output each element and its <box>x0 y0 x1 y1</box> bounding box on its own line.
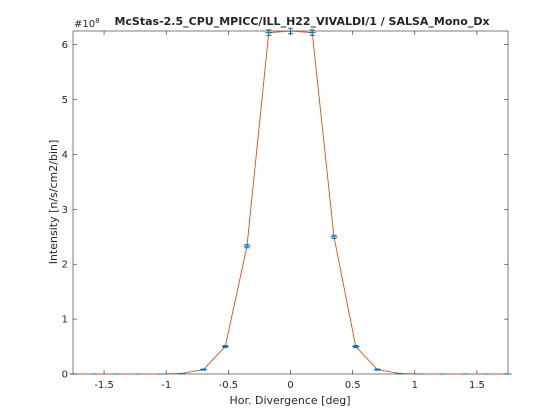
data-point <box>352 344 360 349</box>
x-tick-label: 0.5 <box>345 380 361 391</box>
x-tick-label: 1 <box>412 380 418 391</box>
y-exponent-base: #10 <box>74 19 95 30</box>
data-markers <box>69 27 512 375</box>
data-point <box>308 29 316 36</box>
y-axis-ticks: 0 1 2 3 4 5 6 <box>62 40 508 381</box>
y-axis-label: Intensity [n/s/cm2/bin] <box>47 140 60 265</box>
y-tick-label: 4 <box>62 150 68 161</box>
y-tick-label: 6 <box>62 40 68 51</box>
y-exponent-label: #108 <box>74 17 100 30</box>
axes-box <box>72 30 509 375</box>
data-point <box>330 234 338 239</box>
x-tick-label: 0 <box>287 380 293 391</box>
y-tick-label: 3 <box>62 205 68 216</box>
x-tick-label: -0.5 <box>219 380 239 391</box>
data-point <box>374 368 381 371</box>
y-tick-label: 1 <box>62 315 68 326</box>
y-tick-label: 5 <box>62 95 68 106</box>
chart-title: McStas-2.5_CPU_MPICC/ILL_H22_VIVALDI/1 /… <box>114 15 489 28</box>
y-exponent-power: 8 <box>95 17 99 25</box>
data-point <box>265 29 273 36</box>
x-axis-label: Hor. Divergence [deg] <box>230 394 351 407</box>
y-tick-label: 0 <box>62 370 68 381</box>
x-tick-label: 1.5 <box>469 380 485 391</box>
data-point <box>200 368 207 371</box>
x-tick-label: -1.5 <box>94 380 114 391</box>
data-point <box>221 344 229 349</box>
x-axis-ticks: -1.5 -1 -0.5 0 0.5 1 1.5 <box>94 31 485 391</box>
y-tick-label: 2 <box>62 260 68 271</box>
plot-area <box>69 27 512 375</box>
data-point <box>243 243 251 249</box>
x-tick-label: -1 <box>161 380 171 391</box>
